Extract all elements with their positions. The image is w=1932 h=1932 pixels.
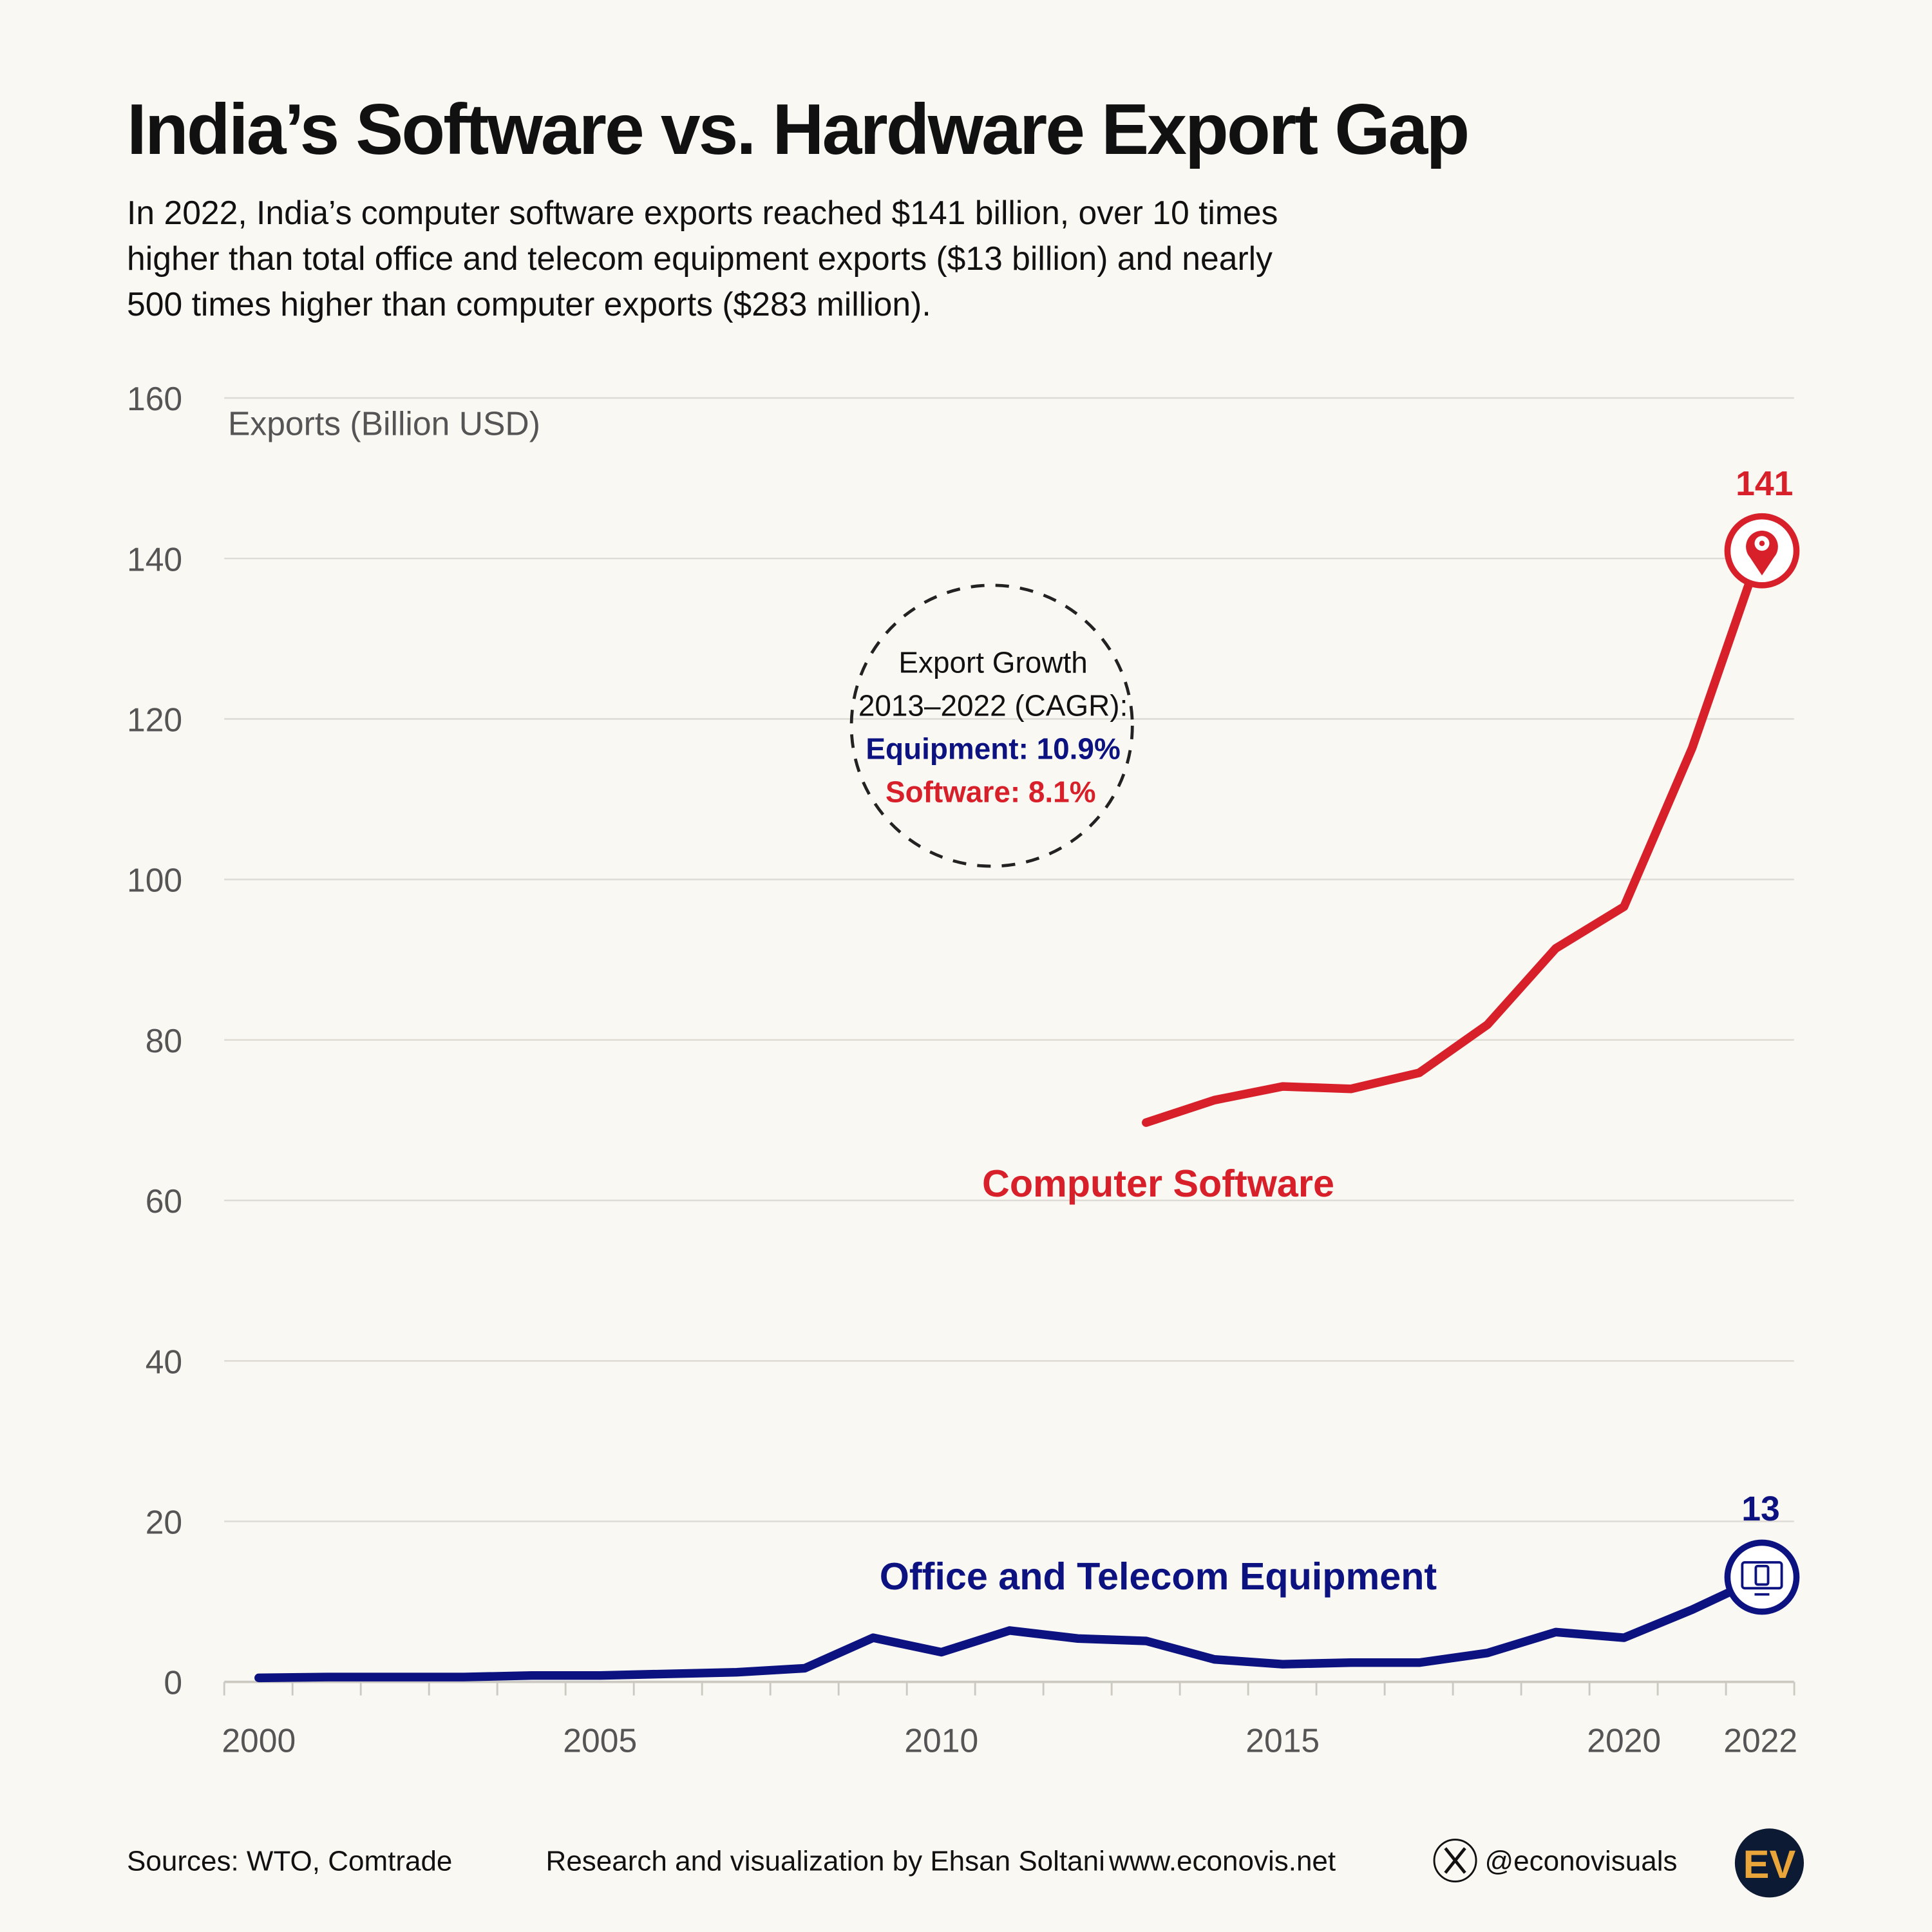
y-tick-label: 20 xyxy=(146,1504,182,1541)
logo-text: EV xyxy=(1743,1842,1796,1886)
series-line-software xyxy=(1142,546,1765,1127)
subtitle-line-2: higher than total office and telecom equ… xyxy=(127,240,1273,277)
y-tick-label: 100 xyxy=(127,862,182,899)
series-lines xyxy=(254,546,1765,1683)
y-axis-label: Exports (Billion USD) xyxy=(228,404,540,442)
footer: Sources: WTO, Comtrade Research and visu… xyxy=(127,1828,1804,1898)
x-tick-label: 2020 xyxy=(1587,1722,1661,1759)
computer-monitor-icon xyxy=(1741,1561,1783,1596)
chart-title: India’s Software vs. Hardware Export Gap xyxy=(127,90,1468,169)
y-tick-label: 80 xyxy=(146,1022,182,1059)
x-tick-label: 2000 xyxy=(222,1722,296,1759)
website-link[interactable]: www.econovis.net xyxy=(1108,1845,1336,1877)
y-axis: 0 20 40 60 80 100 120 140 160 xyxy=(127,380,182,1701)
equipment-end-label: 13 xyxy=(1741,1490,1780,1528)
y-tick-label: 160 xyxy=(127,380,182,417)
cagr-annotation: Export Growth 2013–2022 (CAGR): Equipmen… xyxy=(849,583,1134,868)
annotation-line-2: 2013–2022 (CAGR): xyxy=(858,689,1128,723)
x-tick-label: 2005 xyxy=(563,1722,637,1759)
annotation-equipment: Equipment: 10.9% xyxy=(866,732,1120,766)
x-logo-icon xyxy=(1433,1839,1477,1882)
y-tick-label: 140 xyxy=(127,540,182,578)
y-tick-label: 120 xyxy=(127,701,182,739)
social-handle[interactable]: @econovisuals xyxy=(1484,1845,1677,1877)
series-label-software: Computer Software xyxy=(982,1162,1334,1205)
dashed-circle xyxy=(849,583,1134,868)
y-tick-label: 40 xyxy=(146,1343,182,1380)
software-end-marker: 141 xyxy=(1724,465,1800,589)
x-tick-label: 2015 xyxy=(1245,1722,1320,1759)
subtitle-line-1: In 2022, India’s computer software expor… xyxy=(127,194,1278,231)
credit: Research and visualization by Ehsan Solt… xyxy=(546,1845,1105,1877)
series-label-equipment: Office and Telecom Equipment xyxy=(880,1555,1437,1598)
y-tick-label: 60 xyxy=(146,1182,182,1220)
sources: Sources: WTO, Comtrade xyxy=(127,1845,452,1877)
annotation-line-1: Export Growth xyxy=(898,646,1087,679)
annotation-software: Software: 8.1% xyxy=(886,775,1096,809)
x-tick-label: 2010 xyxy=(904,1722,978,1759)
software-end-label: 141 xyxy=(1736,465,1793,503)
x-tick-label: 2022 xyxy=(1723,1722,1797,1759)
econovis-logo: EV xyxy=(1734,1828,1804,1898)
x-axis: 2000 2005 2010 2015 2020 2022 xyxy=(222,1680,1797,1759)
y-tick-label: 0 xyxy=(164,1664,182,1701)
gear-pin-icon xyxy=(1746,531,1778,576)
gridlines xyxy=(224,397,1794,1522)
subtitle-line-3: 500 times higher than computer exports (… xyxy=(127,285,931,323)
equipment-end-marker: 13 xyxy=(1724,1490,1800,1615)
